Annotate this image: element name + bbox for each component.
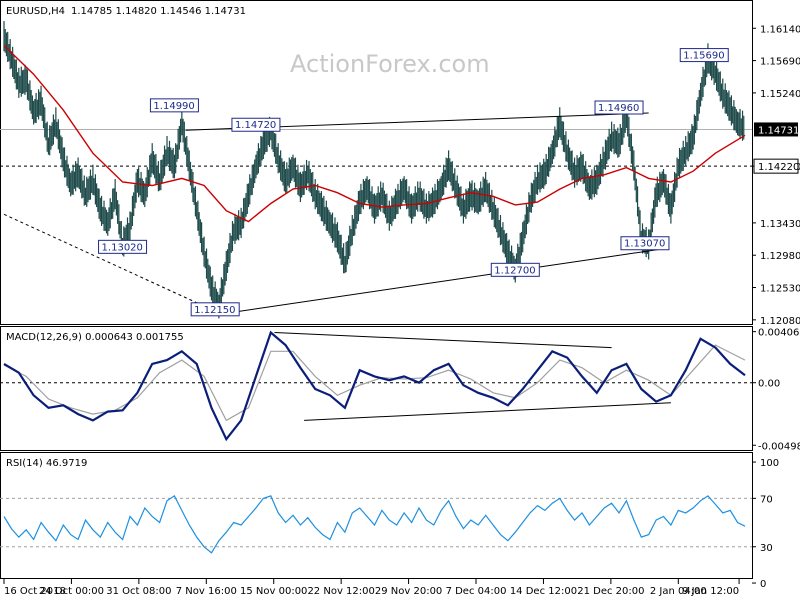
price-tick-label: 1.12080 (760, 316, 800, 327)
macd-signal-line (3, 344, 746, 422)
price-tick-label: 1.12530 (760, 284, 800, 295)
price-annotation-label: 1.12150 (194, 305, 235, 316)
price-series (3, 21, 745, 319)
price-annotation-box (190, 302, 240, 317)
price-annotation-label: 1.14960 (598, 103, 639, 114)
price-trendline (3, 213, 216, 312)
time-tick-label: 16 Oct 2018 (4, 586, 66, 597)
price-tick-label: 1.12980 (760, 251, 800, 262)
time-tick-label: 29 Nov 20:00 (375, 586, 442, 597)
price-annotation-label: 1.15690 (683, 51, 724, 62)
symbol-label: EURUSD,H4 (6, 6, 65, 17)
current-price-label: 1.14731 (758, 125, 799, 136)
macd-trendline (304, 402, 671, 421)
time-tick-label: 7 Nov 16:00 (176, 586, 237, 597)
rsi-panel (0, 452, 753, 579)
macd-tick-label: 0.00 (758, 379, 780, 390)
price-grid (0, 128, 752, 167)
watermark: ActionForex.com (290, 50, 490, 78)
current-price-box (754, 122, 798, 137)
price-annotation-box (98, 239, 148, 254)
price-annotation-label: 1.14720 (235, 120, 276, 131)
moving-average-line (3, 44, 746, 223)
macd-panel (0, 326, 753, 451)
rsi-axis: 100 70 30 0 (752, 458, 779, 590)
price-tick-label: 1.13430 (760, 219, 800, 230)
rsi-tick-label: 30 (760, 543, 773, 554)
price-annotation-box (679, 48, 729, 63)
rsi-tick-label: 0 (760, 579, 766, 590)
price-tick-label: 1.16140 (760, 24, 800, 35)
price-tick-label: 1.15240 (760, 89, 800, 100)
price-annotation-label: 1.14990 (153, 101, 194, 112)
chart-title: EURUSD,H4 1.14785 1.14820 1.14546 1.14731 (6, 6, 246, 17)
price-annotation-label: 1.12700 (494, 265, 535, 276)
macd-tick-label: 0.004069 (758, 328, 800, 339)
price-axis: 1.16140 1.15690 1.15240 1.14220 1.13430 1.129… (752, 24, 800, 327)
rsi-tick-label: 100 (760, 458, 779, 469)
time-tick-label: 7 Dec 04:00 (446, 586, 507, 597)
price-annotation-box (594, 100, 644, 115)
time-tick-label: 24 Oct 00:00 (39, 586, 104, 597)
time-tick-label: 9 Jan 12:00 (682, 586, 739, 597)
time-tick-label: 31 Oct 08:00 (106, 586, 171, 597)
ohlc-label: 1.14785 1.14820 1.14546 1.14731 (71, 6, 246, 17)
level-price-label: 1.14220 (758, 162, 799, 173)
time-tick-label: 2 Jan 04:00 (650, 586, 707, 597)
price-annotation-label: 1.13020 (102, 242, 143, 253)
price-annotation-box (149, 98, 199, 113)
price-annotation-label: 1.13070 (624, 239, 665, 250)
price-annotation-box (620, 236, 670, 251)
macd-line (3, 330, 746, 442)
price-trendline (215, 248, 664, 316)
time-tick-label: 15 Nov 00:00 (240, 586, 307, 597)
rsi-label: RSI(14) 46.9719 (6, 458, 87, 469)
rsi-line (3, 495, 746, 554)
moving-average (3, 44, 746, 223)
price-annotation-box (490, 262, 540, 277)
price-tick-label: 1.15690 (760, 57, 800, 68)
time-tick-label: 22 Nov 12:00 (307, 586, 374, 597)
time-tick-label: 14 Dec 12:00 (510, 586, 577, 597)
level-price-box (753, 158, 799, 174)
macd-trendline (274, 332, 612, 349)
rsi-tick-label: 70 (760, 494, 773, 505)
rsi-series (0, 495, 752, 554)
macd-series (0, 330, 752, 442)
time-tick-label: 21 Dec 20:00 (577, 586, 644, 597)
price-annotation-box (231, 117, 281, 132)
price-annotations: 1.14990 1.14720 1.13020 1.12150 1.12700 1.149… (98, 48, 729, 317)
macd-label: MACD(12,26,9) 0.000643 0.001755 (6, 332, 184, 343)
